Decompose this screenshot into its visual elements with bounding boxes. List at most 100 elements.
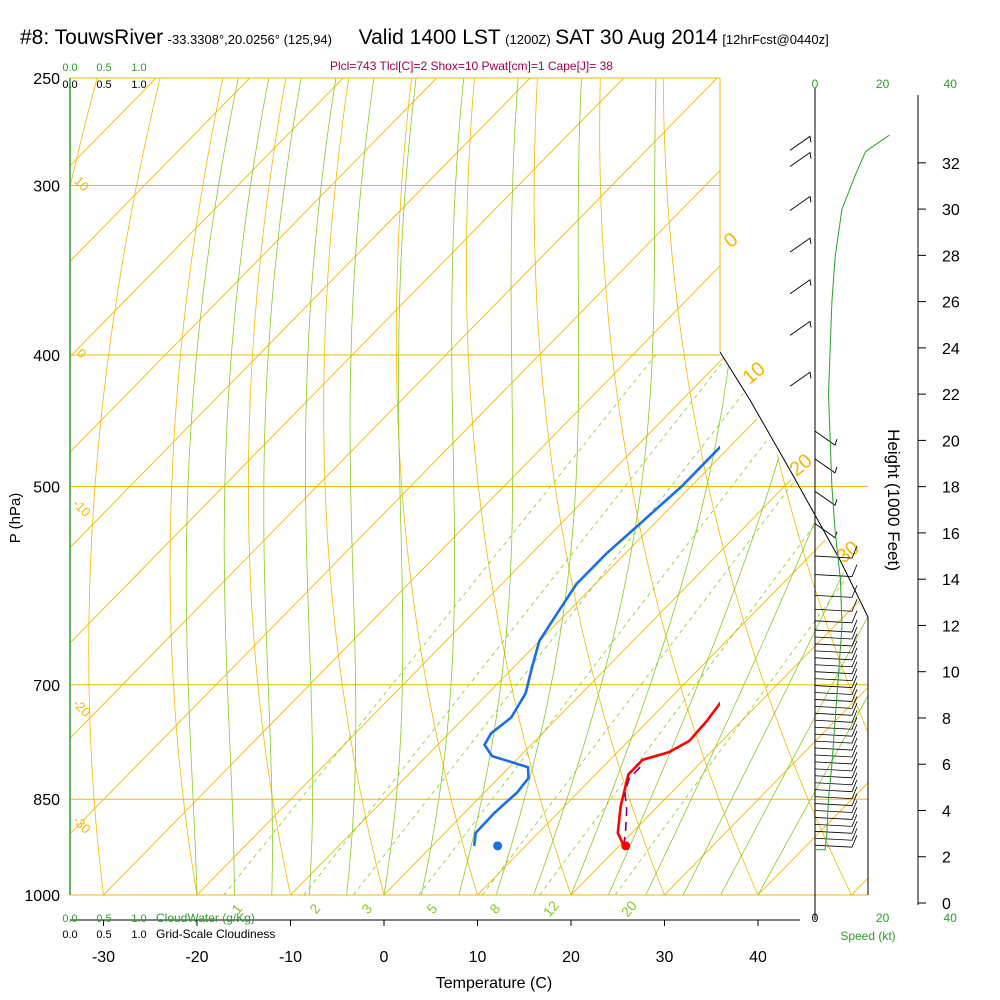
pressure-tick-label: 400 [33,348,60,365]
height-axis-title: Height (1000 Feet) [884,429,903,571]
isotherm-line [70,78,250,895]
height-tick-label: 10 [942,665,960,682]
speed-bottom-label: 0 [812,911,819,925]
height-tick-label: 32 [942,156,960,173]
height-tick-label: 26 [942,295,960,312]
dry-adiabat-line [978,78,1000,895]
isotherm-line [70,78,344,895]
wind-barb [814,654,858,668]
frame [69,77,919,920]
station-name: #8: TouwsRiver [20,26,164,49]
wind-barb [814,564,858,577]
wind-barb [814,430,838,446]
cloudiness-bottom-label: 1.0 [131,929,146,941]
height-tick-label: 28 [942,248,960,265]
wind-barb [814,458,838,474]
speed-top-label: 20 [876,77,890,91]
wind-speed-profile [815,134,890,851]
wind-barb [814,730,858,744]
wind-barb [814,772,858,786]
wind-barb [814,723,858,737]
moist-adiabat-line [495,78,582,895]
wind-barb [789,371,812,387]
moist-adiabat-line [757,78,868,895]
wind-barb [814,661,858,675]
wind-barbs [789,135,858,848]
height-tick-label: 4 [942,803,951,820]
x-tick-label: -10 [279,949,302,966]
moist-adiabat-line [223,78,270,895]
valid-time: Valid 1400 LST [358,26,501,49]
wind-barb [814,675,858,688]
x-tick-label: 10 [469,949,487,966]
speed-bottom-label: 40 [944,911,958,925]
mixing-ratio-label: 2 [306,900,323,916]
forecast-info: [12hrFcst@0440z] [722,32,829,47]
chart-title: #8: TouwsRiver -33.3308°,20.0256° (125,9… [20,26,829,50]
wind-barb [814,737,858,751]
cloud-axis: 0.0 0.0 0.0 0.0 0.5 0.5 0.5 0.5 1.0 1.0 1.0 1.0 Clou… [62,62,275,941]
wind-barb [814,490,838,507]
wind-barb [814,779,858,793]
height-tick-label: 6 [942,757,951,774]
cloud-top-label: 0.5 [96,62,111,74]
isotherm-label: -30 [70,813,94,837]
height-tick-label: 30 [942,202,960,219]
x-tick-label: -30 [92,949,115,966]
isotherm-line [70,78,437,895]
surface-dewpoint-dot [493,841,503,851]
wind-barb [814,717,858,730]
parcel-profile [623,766,641,846]
mixing-ratio-label: 3 [358,900,375,916]
mixing-ratio-line [352,354,774,895]
wind-barb [814,619,858,633]
wind-barb [814,640,858,654]
x-tick-label: 30 [656,949,674,966]
wind-barb [814,633,858,647]
speed-bottom-label: 20 [876,911,890,925]
wind-barb [814,786,858,800]
moist-adiabat-line [533,78,657,895]
wind-barb [814,668,858,682]
dry-adiabat-line [169,78,224,895]
wind-barb [814,610,858,624]
pressure-tick-label: 700 [33,678,60,695]
mixing-ratio-label: 20 [618,897,640,919]
right-edge-boundary [719,351,869,618]
moist-adiabat-line [263,78,302,895]
wind-barb [814,807,858,820]
mixing-ratio-lines [223,354,868,895]
cloudiness-label: Grid-Scale Cloudiness [156,927,275,941]
pressure-tick-label: 300 [33,178,60,195]
cloudiness-bottom-label: 0.0 [62,929,77,941]
mixing-ratio-label: 8 [486,900,503,916]
wind-barb [814,682,858,695]
sounding [472,445,720,847]
wind-barb [814,758,858,772]
zulu-time: (1200Z) [505,32,551,47]
isotherm-label: -10 [70,496,94,520]
dry-adiabat-label: 0 [720,228,743,252]
x-tick-label: 40 [749,949,767,966]
wind-barb [814,626,858,640]
wind-barb [789,320,812,336]
station-coords: -33.3308°,20.0256° (125,94) [167,32,332,47]
cloud-bottom-label: 1.0 [131,913,146,925]
isotherm-label: 10 [71,173,92,194]
mixing-ratio-line [418,354,833,895]
wind-barb [814,793,858,806]
cloud-top-label: 0.0 [62,62,77,74]
dry-adiabat-line [533,78,665,895]
height-tick-label: 14 [942,572,960,589]
dry-adiabat-line [395,78,478,895]
wind-barb [789,195,812,211]
wind-barb [814,821,858,834]
height-tick-label: 0 [942,896,951,913]
mixing-ratio-line [303,354,729,895]
speed-top-label: 0 [812,77,819,91]
moist-adiabat-line [720,78,868,895]
isotherm-label: 0 [74,345,90,361]
isotherm-line [477,78,868,895]
